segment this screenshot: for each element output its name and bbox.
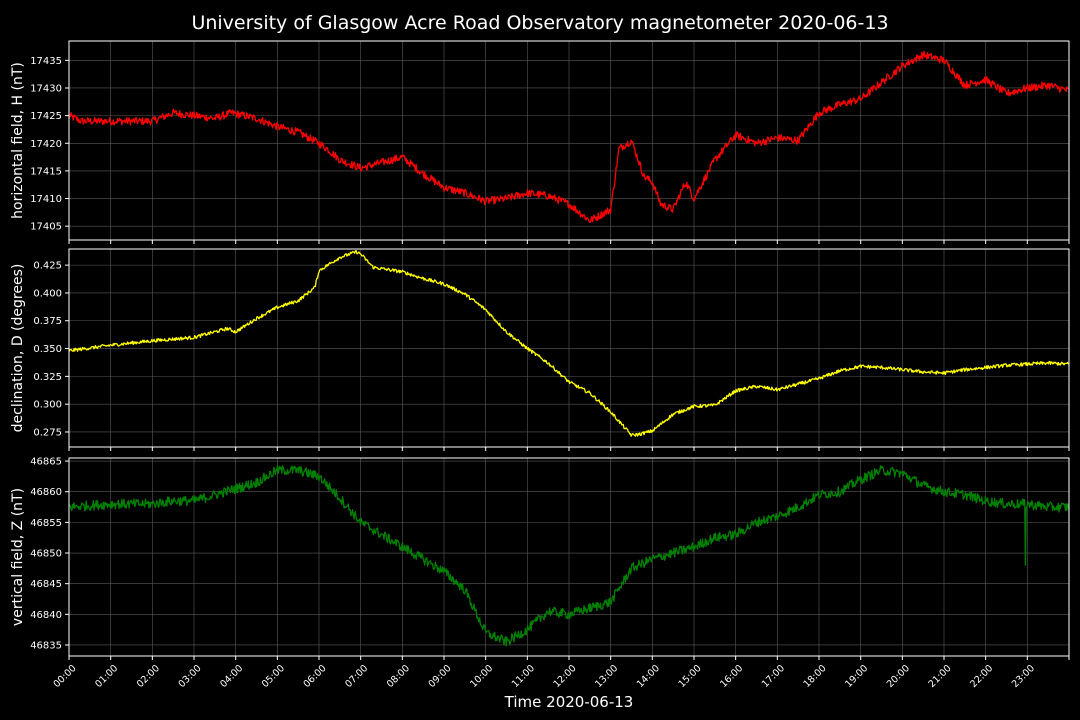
y-tick-label: 17420: [30, 139, 62, 150]
y-tick-label: 0.300: [33, 400, 62, 411]
x-tick-label: 12:00: [552, 663, 579, 690]
x-tick-label: 10:00: [468, 663, 495, 690]
axes-frame: [68, 248, 1070, 448]
x-axis-label: Time 2020-06-13: [504, 693, 634, 711]
x-tick-label: 19:00: [843, 663, 870, 690]
x-tick-label: 09:00: [427, 663, 454, 690]
series-line: [68, 464, 1070, 647]
x-tick-label: 05:00: [260, 663, 287, 690]
y-tick-label: 17405: [30, 222, 62, 233]
y-tick-label: 46855: [30, 518, 62, 529]
y-axis-label: horizontal field, H (nT): [10, 62, 26, 219]
x-tick-label: 23:00: [1010, 663, 1037, 690]
series-line: [68, 50, 1070, 223]
panel-1: 17405 17410 17415 17420 17425 17430 17435 horiz…: [10, 40, 1070, 244]
x-tick-label: 04:00: [218, 663, 245, 690]
series-line: [68, 250, 1070, 437]
panel-3: 46835 46840 46845 46850 46855 46860 46865 verti…: [10, 457, 1070, 660]
x-tick-label: 18:00: [802, 663, 829, 690]
x-tick-label: 13:00: [593, 663, 620, 690]
y-tick-label: 46835: [30, 640, 62, 651]
x-tick-label: 07:00: [343, 663, 370, 690]
y-tick-label: 0.400: [33, 288, 62, 299]
y-tick-label: 0.425: [33, 261, 62, 272]
chart-title: University of Glasgow Acre Road Observat…: [191, 12, 888, 34]
y-tick-label: 46850: [30, 549, 62, 560]
x-tick-label: 22:00: [968, 663, 995, 690]
y-tick-label: 0.275: [33, 427, 62, 438]
x-tick-label: 02:00: [135, 663, 162, 690]
x-tick-label: 16:00: [718, 663, 745, 690]
x-tick-label: 03:00: [177, 663, 204, 690]
y-tick-label: 17415: [30, 166, 62, 177]
y-tick-label: 46860: [30, 487, 62, 498]
y-tick-label: 46845: [30, 579, 62, 590]
x-tick-label: 00:00: [52, 663, 79, 690]
panel-2: 0.275 0.300 0.325 0.350 0.375 0.400 0.425 decli…: [10, 248, 1070, 451]
y-tick-label: 17430: [30, 83, 62, 94]
y-tick-label: 17425: [30, 111, 62, 122]
axes-frame: [68, 457, 1070, 657]
x-tick-label: 20:00: [885, 663, 912, 690]
x-tick-label: 11:00: [510, 663, 537, 690]
y-axis-label: declination, D (degrees): [10, 264, 26, 433]
x-tick-label: 14:00: [635, 663, 662, 690]
x-tick-label: 21:00: [927, 663, 954, 690]
y-tick-label: 46840: [30, 610, 62, 621]
y-tick-label: 0.375: [33, 316, 62, 327]
y-tick-label: 46865: [30, 457, 62, 468]
y-tick-label: 0.350: [33, 344, 62, 355]
axes-frame: [68, 40, 1070, 241]
x-tick-label: 06:00: [302, 663, 329, 690]
x-tick-label: 17:00: [760, 663, 787, 690]
y-tick-label: 17435: [30, 56, 62, 67]
y-axis-label: vertical field, Z (nT): [10, 488, 26, 626]
x-tick-label: 01:00: [93, 663, 120, 690]
y-tick-label: 17410: [30, 194, 62, 205]
x-tick-label: 08:00: [385, 663, 412, 690]
x-tick-label: 15:00: [677, 663, 704, 690]
y-tick-label: 0.325: [33, 372, 62, 383]
